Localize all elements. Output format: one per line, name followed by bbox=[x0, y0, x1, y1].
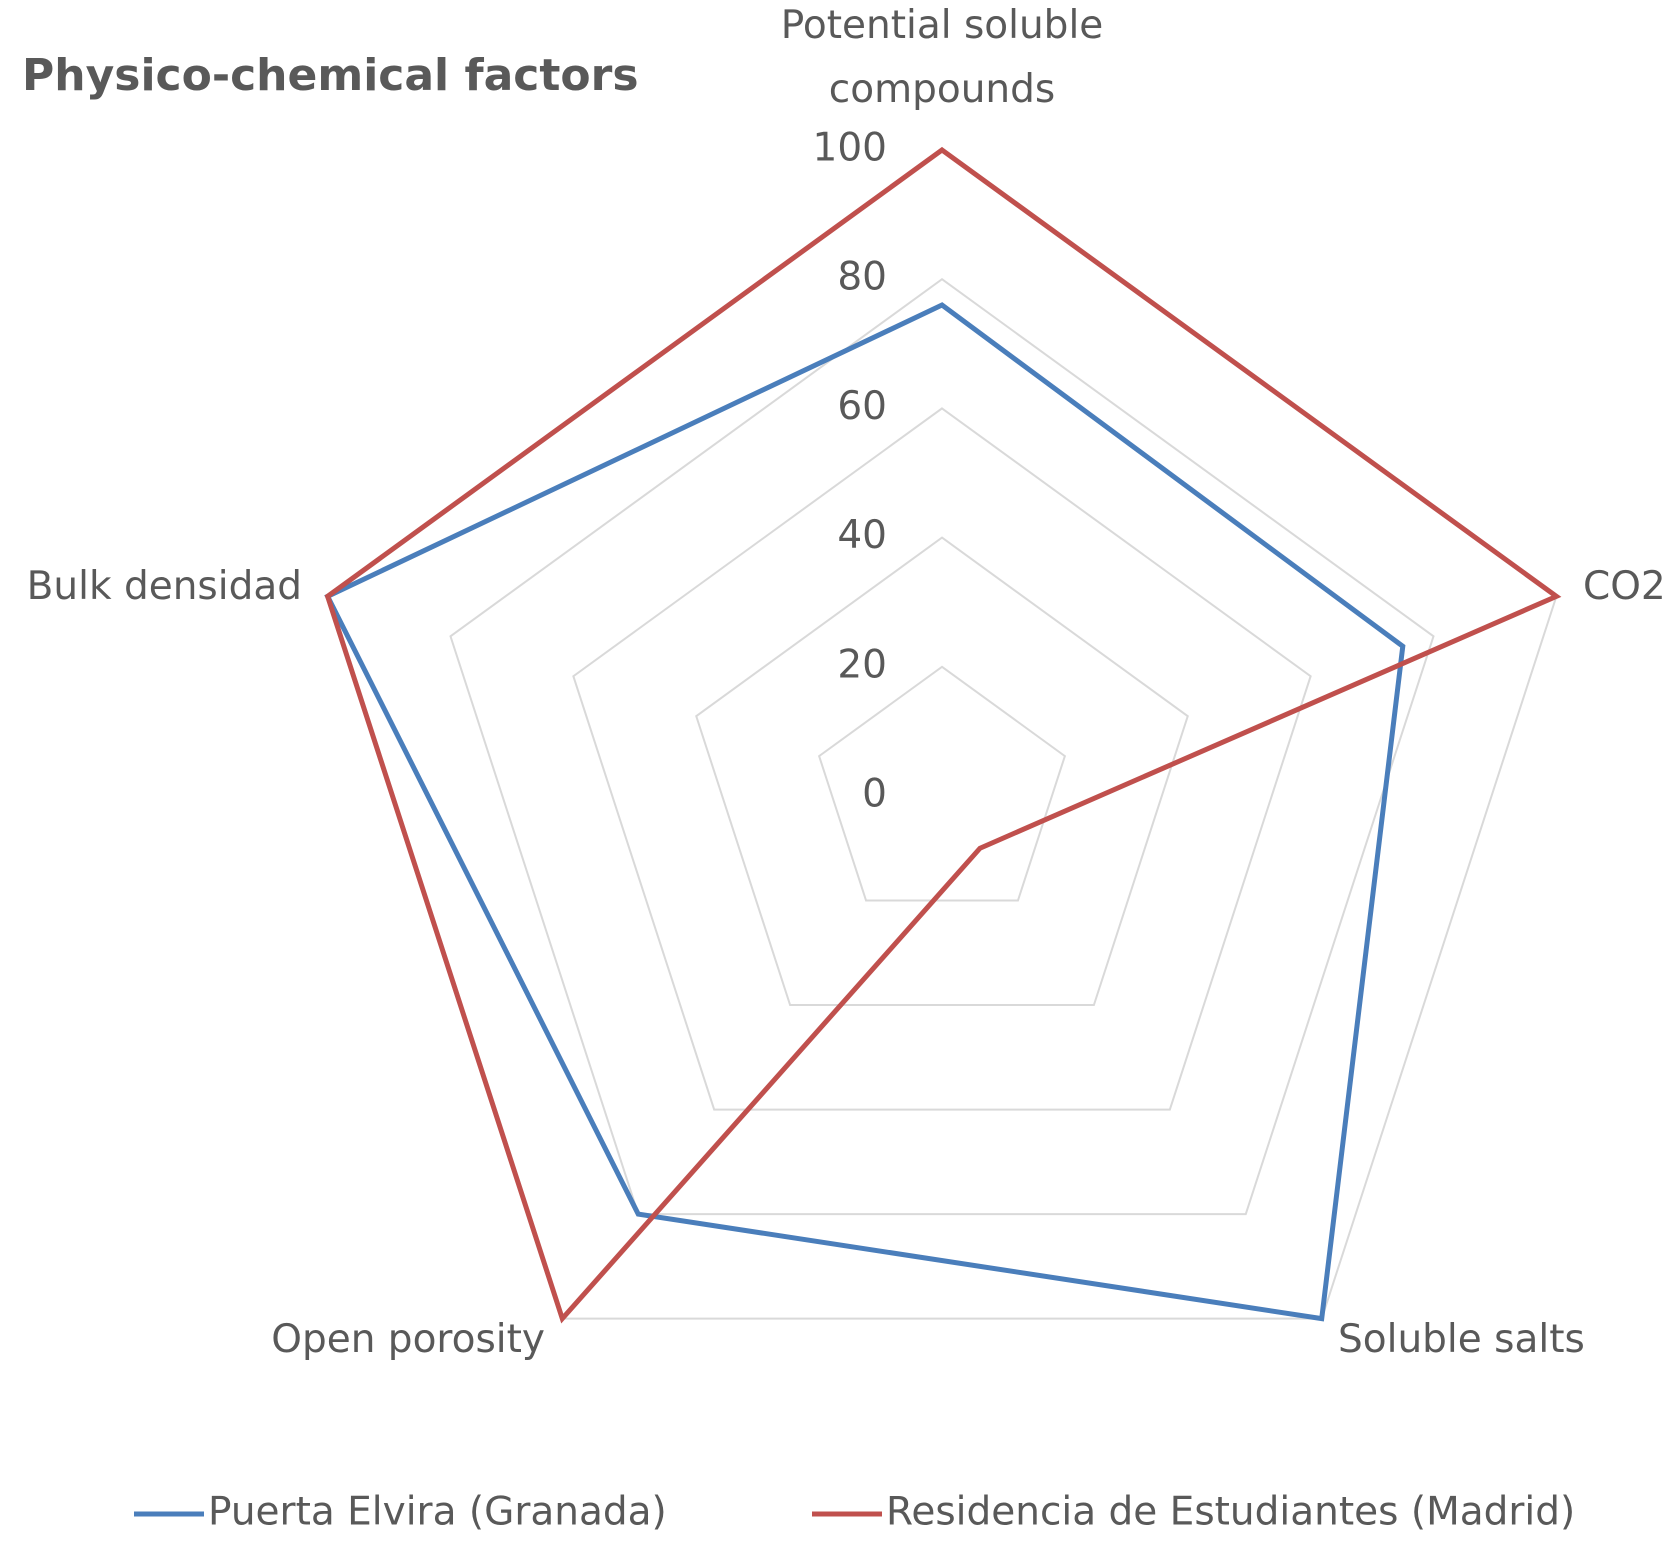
series-line bbox=[324, 146, 1562, 1324]
legend-label: Puerta Elvira (Granada) bbox=[208, 1490, 667, 1535]
axis-label: Bulk densidad bbox=[26, 564, 302, 609]
legend-label: Residencia de Estudiantes (Madrid) bbox=[886, 1490, 1575, 1535]
grid-ring bbox=[326, 148, 1558, 1320]
chart-title: Physico-chemical factors bbox=[22, 50, 639, 101]
tick-label: 100 bbox=[813, 126, 887, 171]
axis-label: Potential soluble compounds bbox=[780, 3, 1104, 112]
grid-ring bbox=[817, 665, 1067, 902]
series-line bbox=[324, 302, 1406, 1322]
grid-ring bbox=[695, 536, 1189, 1007]
axis-label: Open porosity bbox=[271, 1317, 545, 1362]
tick-label: 0 bbox=[862, 772, 887, 817]
tick-label: 80 bbox=[837, 255, 887, 300]
axis-label: Soluble salts bbox=[1338, 1317, 1585, 1362]
tick-label: 60 bbox=[837, 384, 887, 429]
axis-label: CO2 bbox=[1583, 564, 1666, 609]
grid-ring bbox=[449, 277, 1435, 1216]
tick-label: 40 bbox=[837, 513, 887, 558]
tick-label: 20 bbox=[837, 642, 887, 687]
grid-ring bbox=[572, 407, 1312, 1111]
